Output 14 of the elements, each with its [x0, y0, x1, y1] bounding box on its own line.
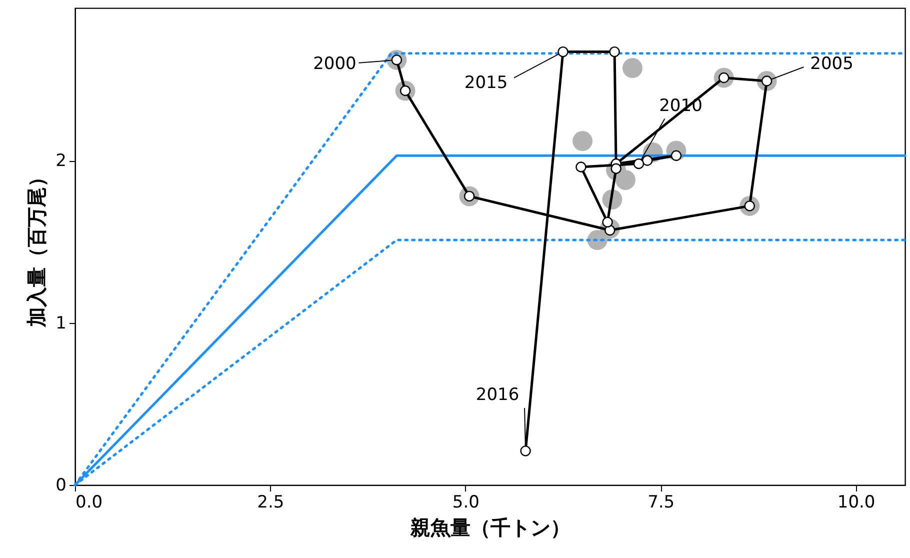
x-tick-label: 2.5: [257, 492, 284, 512]
x-axis-title: 親魚量（千トン）: [410, 516, 570, 540]
y-tick-label: 0: [56, 476, 66, 496]
y-axis-title: 加入量（百万尾）: [24, 167, 49, 328]
x-tick-label: 10.0: [837, 492, 876, 512]
annotation: 2000: [313, 54, 356, 74]
annotation: 2016: [476, 384, 520, 405]
y-tick-label: 2: [56, 151, 66, 172]
x-tick-label: 7.5: [648, 492, 675, 512]
x-tick-label: 0.0: [76, 492, 103, 512]
y-tick-label: 1: [56, 313, 66, 334]
annotation: 2015: [464, 72, 508, 93]
annotation: 2005: [810, 54, 854, 74]
x-tick-label: 5.0: [452, 492, 480, 512]
